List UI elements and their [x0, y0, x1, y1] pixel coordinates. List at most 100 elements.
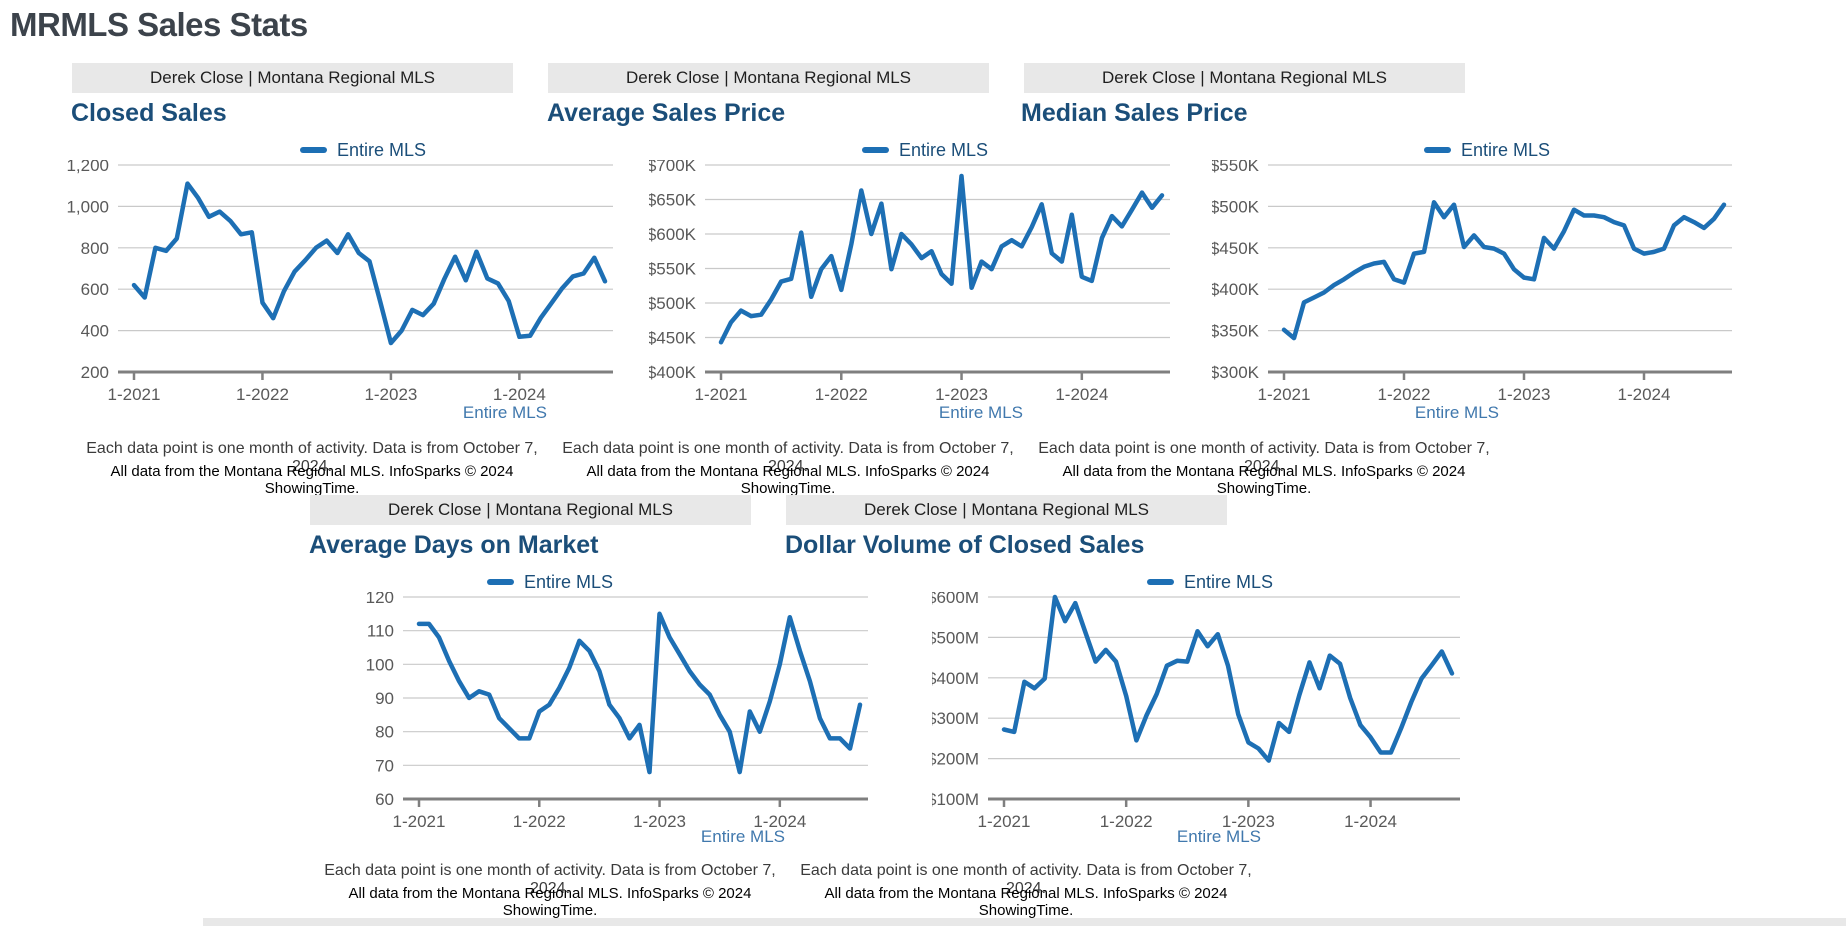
svg-text:$650K: $650K	[649, 191, 697, 210]
svg-text:$100M: $100M	[932, 790, 979, 809]
svg-text:1-2021: 1-2021	[393, 812, 446, 831]
average-sales-price-line-chart: $400K $450K $500K $550K $600K $650K $700K 1-202…	[649, 160, 1170, 402]
entire-mls-link[interactable]: Entire MLS	[700, 827, 785, 846]
svg-text:$600K: $600K	[649, 225, 697, 244]
legend-label: Entire MLS	[899, 139, 989, 160]
chart-title-median-sales-price: Median Sales Price	[1021, 99, 1248, 127]
legend-line-icon	[487, 579, 514, 585]
svg-text:$300K: $300K	[1212, 363, 1260, 382]
svg-text:1-2023: 1-2023	[1498, 385, 1551, 402]
svg-text:110: 110	[367, 622, 394, 641]
chart-header-text: Derek Close | Montana Regional MLS	[625, 68, 912, 87]
svg-text:$350K: $350K	[1212, 322, 1260, 341]
chart-title-closed-sales: Closed Sales	[71, 99, 227, 127]
svg-text:1-2021: 1-2021	[1258, 385, 1311, 402]
svg-text:1,000: 1,000	[66, 197, 109, 216]
svg-text:1-2024: 1-2024	[1055, 385, 1108, 402]
chart-header-bar: Derek Close | Montana Regional MLS	[786, 495, 1227, 525]
svg-text:200: 200	[81, 363, 109, 382]
chart-header-text: Derek Close | Montana Regional MLS	[1101, 68, 1388, 87]
page-title: MRMLS Sales Stats	[10, 6, 308, 43]
svg-text:1-2024: 1-2024	[1618, 385, 1671, 402]
svg-text:80: 80	[375, 723, 394, 742]
chart-note-copyright: All data from the Montana Regional MLS. …	[110, 463, 514, 497]
chart-note-activity: Each data point is one month of activity…	[1038, 440, 1490, 475]
svg-text:600: 600	[81, 280, 109, 299]
svg-text:$450K: $450K	[649, 329, 697, 348]
legend-line-icon	[300, 147, 327, 153]
svg-text:1-2024: 1-2024	[753, 812, 806, 831]
svg-text:1-2024: 1-2024	[493, 385, 546, 402]
chart-header-text: Derek Close | Montana Regional MLS	[863, 500, 1150, 519]
chart-note-activity: Each data point is one month of activity…	[86, 440, 538, 475]
svg-text:$550K: $550K	[649, 260, 697, 279]
average-days-on-market-line-chart: 60 70 80 90 100 110 120 1-2021 1-2022 1-2023 1-202…	[366, 592, 868, 831]
legend: Entire MLS	[1147, 572, 1273, 592]
svg-text:1,200: 1,200	[66, 160, 109, 175]
chart-note-copyright: All data from the Montana Regional MLS. …	[586, 463, 990, 497]
svg-text:70: 70	[375, 756, 394, 775]
chart-note-activity: Each data point is one month of activity…	[324, 862, 776, 897]
chart-header-bar: Derek Close | Montana Regional MLS	[548, 63, 989, 93]
dollar-volume-line-chart: $100M $200M $300M $400M $500M $600M 1-2021 1-20…	[932, 592, 1460, 831]
entire-mls-link[interactable]: Entire MLS	[1176, 827, 1261, 846]
legend: Entire MLS	[487, 572, 613, 592]
svg-text:$700K: $700K	[649, 160, 697, 175]
partial-header-bar	[203, 918, 1846, 926]
entire-mls-link[interactable]: Entire MLS	[938, 403, 1023, 422]
chart-note-copyright: All data from the Montana Regional MLS. …	[1062, 463, 1466, 497]
legend-line-icon	[862, 147, 889, 153]
chart-title-dollar-volume: Dollar Volume of Closed Sales	[785, 531, 1145, 559]
svg-text:1-2023: 1-2023	[364, 385, 417, 402]
entire-mls-link[interactable]: Entire MLS	[462, 403, 547, 422]
svg-text:1-2023: 1-2023	[935, 385, 988, 402]
svg-text:1-2023: 1-2023	[633, 812, 686, 831]
chart-header-text: Derek Close | Montana Regional MLS	[387, 500, 674, 519]
svg-text:1-2024: 1-2024	[1344, 812, 1397, 831]
svg-text:$500K: $500K	[649, 294, 697, 313]
svg-text:$500K: $500K	[1212, 197, 1260, 216]
svg-text:$400M: $400M	[932, 669, 979, 688]
svg-text:$400K: $400K	[1212, 280, 1260, 299]
svg-text:1-2023: 1-2023	[1222, 812, 1275, 831]
svg-text:1-2021: 1-2021	[108, 385, 161, 402]
chart-title-average-sales-price: Average Sales Price	[547, 99, 786, 127]
chart-header-bar: Derek Close | Montana Regional MLS	[1024, 63, 1465, 93]
svg-text:$450K: $450K	[1212, 239, 1260, 258]
chart-note-copyright: All data from the Montana Regional MLS. …	[348, 885, 752, 919]
legend: Entire MLS	[300, 140, 426, 160]
legend-label: Entire MLS	[1184, 571, 1274, 592]
svg-text:1-2022: 1-2022	[513, 812, 566, 831]
svg-text:$300M: $300M	[932, 709, 979, 728]
svg-text:1-2021: 1-2021	[978, 812, 1031, 831]
chart-title-average-days-on-market: Average Days on Market	[309, 531, 599, 559]
chart-header-bar: Derek Close | Montana Regional MLS	[72, 63, 513, 93]
svg-text:120: 120	[366, 592, 394, 607]
entire-mls-link[interactable]: Entire MLS	[1414, 403, 1499, 422]
chart-header-text: Derek Close | Montana Regional MLS	[149, 68, 436, 87]
legend: Entire MLS	[1424, 140, 1550, 160]
svg-text:1-2022: 1-2022	[1378, 385, 1431, 402]
svg-text:1-2022: 1-2022	[1100, 812, 1153, 831]
legend-label: Entire MLS	[524, 571, 614, 592]
svg-text:100: 100	[366, 655, 394, 674]
svg-text:$500M: $500M	[932, 628, 979, 647]
chart-header-bar: Derek Close | Montana Regional MLS	[310, 495, 751, 525]
svg-text:800: 800	[81, 239, 109, 258]
svg-text:1-2021: 1-2021	[695, 385, 748, 402]
svg-text:$400K: $400K	[649, 363, 697, 382]
svg-text:400: 400	[81, 322, 109, 341]
legend-label: Entire MLS	[1461, 139, 1551, 160]
svg-text:1-2022: 1-2022	[815, 385, 868, 402]
chart-note-copyright: All data from the Montana Regional MLS. …	[824, 885, 1228, 919]
chart-note-activity: Each data point is one month of activity…	[800, 862, 1252, 897]
svg-text:$550K: $550K	[1212, 160, 1260, 175]
closed-sales-line-chart: 200 400 600 800 1,000 1,200 1-2021 1-2022 1-2023…	[66, 160, 613, 402]
svg-text:$600M: $600M	[932, 592, 979, 607]
legend-line-icon	[1424, 147, 1451, 153]
legend-label: Entire MLS	[337, 139, 427, 160]
svg-text:90: 90	[375, 689, 394, 708]
svg-text:1-2022: 1-2022	[236, 385, 289, 402]
svg-text:$200M: $200M	[932, 750, 979, 769]
svg-text:60: 60	[375, 790, 394, 809]
